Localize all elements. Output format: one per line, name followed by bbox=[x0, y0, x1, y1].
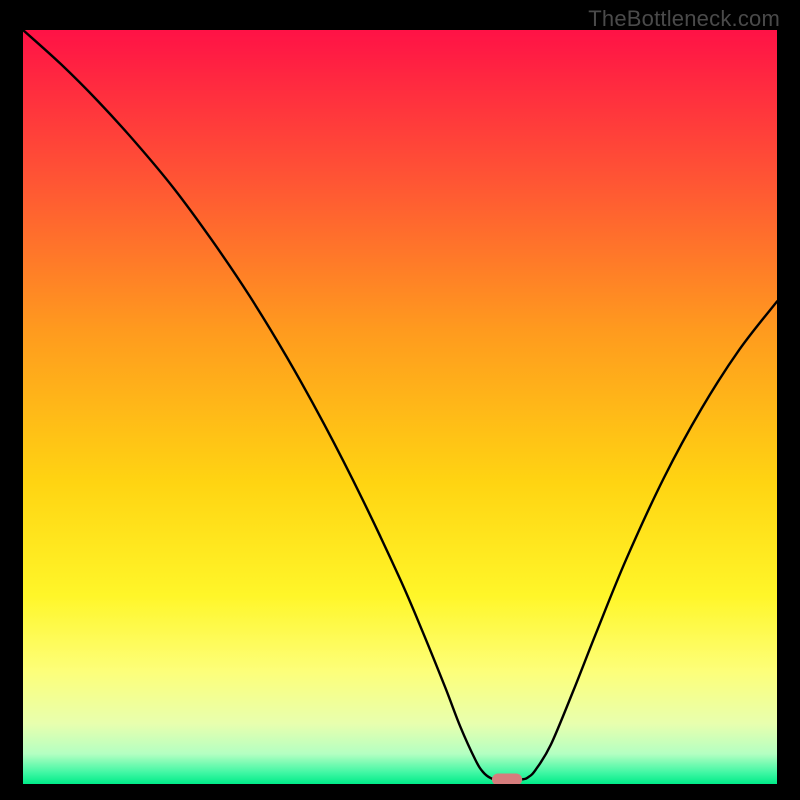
plot-area bbox=[23, 30, 777, 784]
optimum-marker bbox=[492, 773, 522, 784]
bottleneck-curve-chart bbox=[23, 30, 777, 784]
watermark-text: TheBottleneck.com bbox=[588, 6, 780, 32]
chart-frame: TheBottleneck.com bbox=[0, 0, 800, 800]
